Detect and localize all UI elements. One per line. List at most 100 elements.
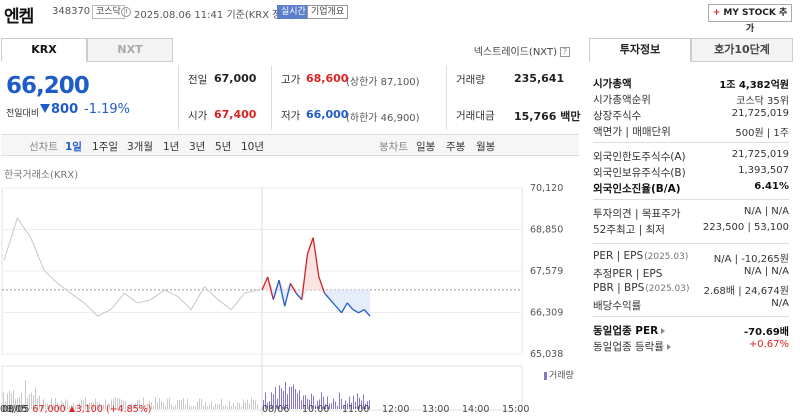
y-axis-labels: 70,120 68,850 67,579 66,309 65,038 bbox=[530, 183, 563, 360]
period-monthly[interactable]: 월봉 bbox=[476, 141, 496, 153]
today-line-segment bbox=[272, 279, 280, 300]
prev-day-date: 08/05 bbox=[2, 404, 30, 415]
volume-legend-swatch bbox=[544, 371, 547, 380]
period-3m[interactable]: 3개월 bbox=[127, 141, 154, 153]
tab-nxt[interactable]: NXT bbox=[87, 38, 173, 62]
volume-bar bbox=[359, 397, 360, 409]
stock-name: 엔켐 bbox=[4, 7, 34, 27]
today-line-segment bbox=[358, 308, 365, 314]
prev-close-label: 전일 bbox=[188, 74, 208, 86]
volume-bar bbox=[67, 400, 68, 409]
volume-bar bbox=[277, 398, 278, 409]
volume-bar bbox=[315, 405, 316, 409]
y-tick-label: 67,579 bbox=[530, 266, 563, 277]
volume-bar bbox=[163, 402, 164, 409]
volume-bar bbox=[369, 400, 370, 409]
period-daily[interactable]: 일봉 bbox=[416, 141, 436, 153]
y-tick-label: 68,850 bbox=[530, 224, 563, 235]
info-row: 추정PER | EPS N/A | N/A bbox=[593, 266, 789, 280]
volume-bar bbox=[151, 402, 152, 409]
volume-bar bbox=[211, 402, 212, 409]
info-row: 상장주식수 21,725,019 bbox=[593, 108, 789, 122]
volume-bar bbox=[279, 385, 280, 409]
volume-bar bbox=[275, 386, 276, 409]
volume-bar bbox=[221, 399, 222, 409]
today-line-segment bbox=[324, 292, 331, 301]
volume-bar bbox=[361, 400, 362, 409]
chevron-right-icon[interactable] bbox=[666, 344, 671, 350]
volume-bar bbox=[13, 390, 14, 409]
chevron-right-icon[interactable] bbox=[661, 328, 666, 334]
tab-krx[interactable]: KRX bbox=[1, 38, 87, 62]
info-row: 시가총액 1조 4,382억원 bbox=[593, 76, 789, 91]
volume-bar bbox=[53, 404, 54, 409]
volume-bar bbox=[309, 399, 310, 409]
volume-bar bbox=[73, 402, 74, 409]
help-icon[interactable]: ? bbox=[560, 47, 570, 57]
x-tick-label: 11:00 bbox=[342, 404, 369, 415]
period-5y[interactable]: 5년 bbox=[215, 141, 232, 153]
volume-bar bbox=[181, 400, 182, 409]
period-1d[interactable]: 1일 bbox=[65, 141, 82, 153]
volume-bar bbox=[193, 406, 194, 409]
info-label: 배당수익률 bbox=[593, 300, 642, 312]
volume-bar bbox=[21, 392, 22, 409]
volume-bar bbox=[295, 389, 296, 409]
info-row: 배당수익률 N/A bbox=[593, 298, 789, 312]
volume-bar bbox=[273, 394, 274, 409]
volume-bars bbox=[3, 380, 370, 409]
volume-bar bbox=[179, 400, 180, 409]
period-weekly[interactable]: 주봉 bbox=[446, 141, 466, 153]
info-row: 외국인보유주식수(B) 1,393,507 bbox=[593, 165, 789, 179]
high-value: 68,600 bbox=[306, 72, 349, 85]
today-line-segment bbox=[341, 302, 348, 314]
line-chart-label[interactable]: 선차트 bbox=[29, 141, 58, 153]
turnover-number: 15,766 bbox=[514, 110, 557, 123]
add-my-stock-button[interactable]: + MY STOCK 추가 bbox=[708, 4, 792, 34]
volume-bar bbox=[167, 399, 168, 409]
volume-bar bbox=[5, 401, 6, 409]
volume-legend: 거래량 bbox=[544, 368, 574, 381]
period-1w[interactable]: 1주일 bbox=[92, 141, 119, 153]
volume-bar bbox=[147, 403, 148, 409]
period-3y[interactable]: 3년 bbox=[189, 141, 206, 153]
x-tick-label: 13:00 bbox=[422, 404, 449, 415]
volume-bar bbox=[341, 398, 342, 409]
period-1y[interactable]: 1년 bbox=[163, 141, 180, 153]
price-change-pct: -1.19% bbox=[84, 102, 130, 117]
volume-bar bbox=[131, 403, 132, 409]
volume-bar bbox=[81, 400, 82, 409]
volume-bar bbox=[37, 398, 38, 409]
volume-bar bbox=[107, 405, 108, 409]
volume-bar bbox=[11, 393, 12, 409]
candle-chart-label[interactable]: 봉차트 bbox=[379, 141, 408, 153]
tab-investment-info[interactable]: 투자정보 bbox=[589, 38, 691, 62]
prev-close-value: 67,000 bbox=[214, 72, 257, 85]
volume-bar bbox=[183, 398, 184, 409]
company-overview-button[interactable]: 기업개요 bbox=[307, 5, 349, 19]
volume-bar bbox=[61, 400, 62, 409]
section-divider bbox=[593, 142, 789, 143]
realtime-badge[interactable]: 실시간 bbox=[277, 5, 310, 19]
today-line-segment bbox=[267, 276, 274, 300]
x-tick-label: 14:00 bbox=[462, 404, 489, 415]
volume-bar bbox=[191, 406, 192, 409]
info-row: 외국인한도주식수(A) 21,725,019 bbox=[593, 149, 789, 163]
nxt-note: 넥스트레이드(NXT)? bbox=[474, 43, 570, 58]
today-line-segment bbox=[261, 276, 269, 291]
volume-bar bbox=[355, 401, 356, 409]
volume-bar bbox=[121, 399, 122, 409]
info-row: 동일업종 등락률 +0.67% bbox=[593, 339, 789, 353]
tab-orderbook[interactable]: 호가10단계 bbox=[691, 38, 793, 62]
section-divider bbox=[593, 243, 789, 244]
today-line-segment bbox=[284, 283, 292, 307]
divider bbox=[271, 66, 272, 130]
volume-bar bbox=[305, 395, 306, 409]
volume-bar bbox=[281, 388, 282, 409]
volume-bar bbox=[97, 402, 98, 409]
volume-bar bbox=[79, 402, 80, 409]
period-10y[interactable]: 10년 bbox=[241, 141, 265, 153]
volume-label: 거래량 bbox=[456, 74, 485, 86]
volume-bar bbox=[233, 402, 234, 409]
